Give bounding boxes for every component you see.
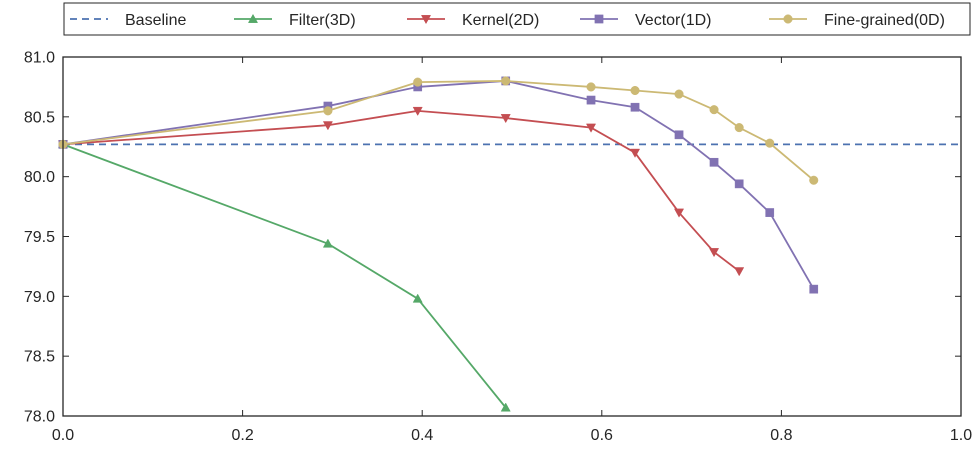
legend-entry-fine-grained-0d: Fine-grained(0D) bbox=[769, 12, 945, 29]
data-point-fine-grained-0d bbox=[809, 175, 819, 185]
data-point-fine-grained-0d bbox=[630, 85, 640, 96]
data-point-fine-grained-0d bbox=[709, 105, 719, 115]
data-point-fine-grained-0d bbox=[501, 76, 511, 86]
legend-label: Filter(3D) bbox=[289, 12, 356, 29]
axes: 0.0 0.2 0.4 0.6 0.8 1.0 78.0 78.5 79.0 79.5 80.0 80… bbox=[24, 50, 972, 445]
data-point-fine-grained-0d bbox=[674, 89, 684, 99]
legend-marker bbox=[783, 14, 793, 24]
data-point-kernel-2d bbox=[630, 148, 641, 158]
legend-entry-filter-3d: Filter(3D) bbox=[234, 12, 356, 29]
data-point-vector-1d bbox=[586, 95, 596, 105]
data-point-filter-3d bbox=[322, 238, 333, 248]
y-tick-label: 79.0 bbox=[24, 289, 55, 306]
data-point-fine-grained-0d bbox=[413, 77, 423, 87]
data-point-fine-grained-0d bbox=[323, 106, 333, 116]
x-tick-label: 0.6 bbox=[591, 427, 613, 444]
x-tick-label: 0.2 bbox=[231, 427, 253, 444]
data-series-layer bbox=[57, 76, 961, 412]
legend-marker bbox=[247, 13, 259, 23]
legend-label: Vector(1D) bbox=[635, 12, 711, 29]
x-tick-label: 0.4 bbox=[411, 427, 433, 444]
data-point-kernel-2d bbox=[322, 121, 333, 131]
x-tick-label: 1.0 bbox=[950, 427, 972, 444]
y-tick-label: 81.0 bbox=[24, 50, 55, 67]
legend: Baseline Filter(3D) Kernel(2D) Vector(1D) Fi… bbox=[63, 2, 971, 36]
y-tick-label: 79.5 bbox=[24, 229, 55, 246]
series-line-filter-3d bbox=[62, 143, 507, 409]
data-point-kernel-2d bbox=[500, 114, 511, 124]
data-point-vector-1d bbox=[674, 130, 684, 140]
data-point-vector-1d bbox=[809, 284, 819, 294]
data-point-filter-3d bbox=[412, 293, 423, 303]
data-point-kernel-2d bbox=[734, 267, 745, 277]
plot-area-frame bbox=[62, 56, 962, 417]
legend-entry-baseline: Baseline bbox=[70, 12, 186, 29]
x-tick-label: 0.8 bbox=[770, 427, 792, 444]
data-point-vector-1d bbox=[630, 102, 640, 112]
data-point-kernel-2d bbox=[585, 123, 597, 133]
data-point-vector-1d bbox=[734, 179, 744, 189]
y-tick-label: 78.5 bbox=[24, 349, 55, 366]
x-tick-label: 0.0 bbox=[52, 427, 74, 444]
legend-box bbox=[63, 2, 971, 36]
y-tick-label: 80.5 bbox=[24, 109, 55, 126]
data-point-kernel-2d bbox=[709, 248, 720, 258]
series-line-fine-grained-0d bbox=[62, 80, 815, 181]
data-point-fine-grained-0d bbox=[586, 82, 596, 92]
series-filter-3d bbox=[57, 139, 511, 412]
data-point-kernel-2d bbox=[674, 208, 685, 218]
y-tick-label: 80.0 bbox=[24, 169, 55, 186]
data-point-kernel-2d bbox=[412, 106, 423, 116]
legend-marker bbox=[420, 15, 432, 25]
series-kernel-2d bbox=[57, 106, 745, 277]
legend-label: Baseline bbox=[125, 12, 186, 29]
data-point-vector-1d bbox=[765, 208, 775, 217]
legend-entry-kernel-2d: Kernel(2D) bbox=[407, 12, 539, 29]
data-point-vector-1d bbox=[709, 157, 719, 167]
legend-entry-vector-1d: Vector(1D) bbox=[580, 12, 711, 29]
legend-label: Fine-grained(0D) bbox=[824, 12, 945, 29]
data-point-fine-grained-0d bbox=[734, 123, 744, 133]
legend-marker bbox=[594, 14, 604, 24]
data-point-filter-3d bbox=[500, 402, 511, 412]
series-line-kernel-2d bbox=[62, 109, 740, 272]
series-fine-grained-0d bbox=[58, 76, 819, 185]
y-tick-label: 78.0 bbox=[24, 409, 55, 426]
data-point-fine-grained-0d bbox=[765, 138, 775, 148]
legend-label: Kernel(2D) bbox=[462, 12, 539, 29]
